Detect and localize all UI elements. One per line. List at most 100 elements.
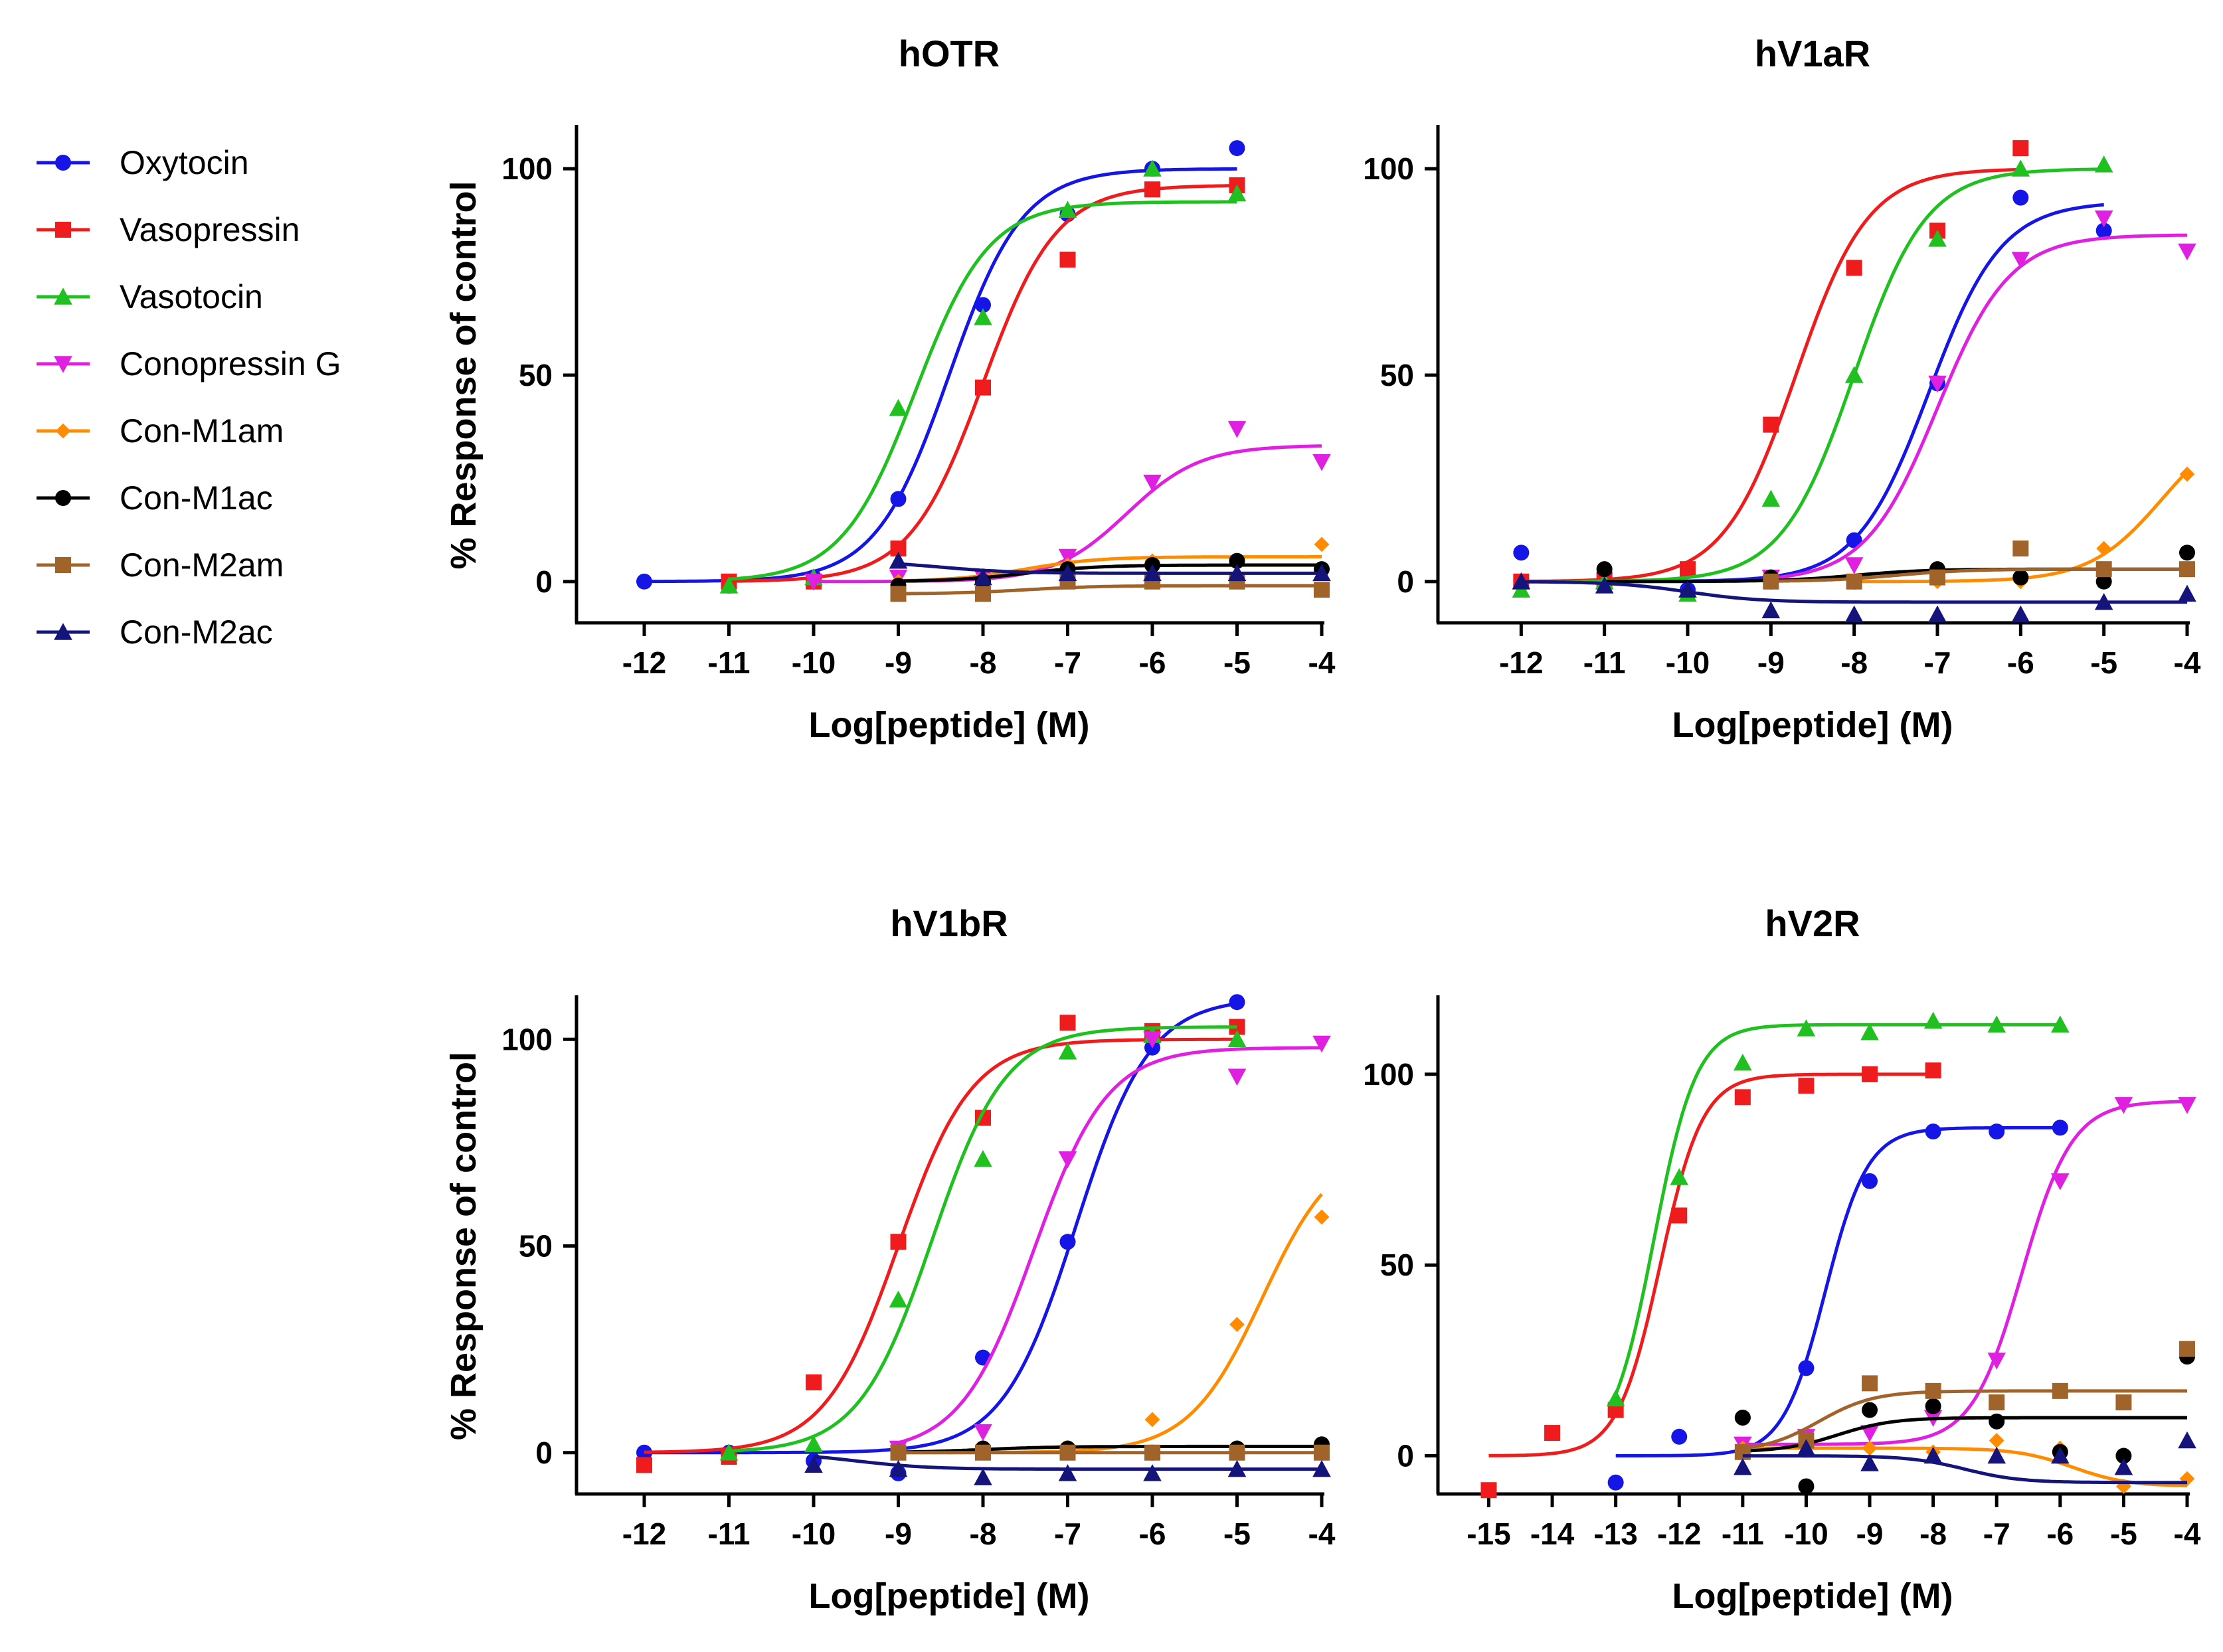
data-point: [1059, 1444, 1076, 1461]
x-tick-label: -11: [708, 645, 751, 680]
data-point: [804, 1435, 823, 1453]
legend-marker: [55, 490, 71, 506]
data-point: [1798, 1478, 1815, 1495]
y-tick-label: 50: [1380, 1248, 1414, 1282]
fit-curve: [1854, 470, 2188, 584]
data-point: [975, 586, 991, 602]
data-point: [2179, 466, 2195, 482]
data-point: [975, 297, 991, 313]
x-tick-label: -8: [970, 645, 997, 680]
data-point: [1229, 1444, 1245, 1461]
fit-curve: [897, 1046, 1322, 1445]
data-point: [1734, 1457, 1752, 1475]
data-point: [2094, 210, 2113, 228]
data-point: [1989, 1433, 2004, 1448]
series-con-m2ac: [1734, 1431, 2196, 1485]
data-point: [974, 308, 992, 325]
data-point: [1671, 1207, 1688, 1224]
x-axis-label: Log[peptide] (M): [809, 705, 1090, 745]
data-point: [2012, 140, 2029, 157]
data-point: [1862, 1066, 1878, 1082]
series-con-m1am: [891, 1193, 1330, 1461]
x-tick-label: -9: [885, 645, 912, 680]
panel-hv1ar: hV1aR 0 50 100 -12 -11 -10 -9 -8 -7 -6 -5 -4 Log[pept…: [1363, 33, 2201, 745]
panel-hv2r: hV2R 0 50 100 -15 -14 -13 -12 -11 -10 -9 -8 -7 -6 -5 -4…: [1363, 902, 2201, 1616]
data-point: [1227, 564, 1247, 582]
data-point: [1678, 580, 1697, 598]
fit-curve: [898, 563, 1322, 583]
data-point: [1734, 1089, 1751, 1106]
data-point: [1058, 564, 1077, 582]
data-point: [889, 1290, 908, 1308]
data-point: [2095, 573, 2112, 590]
data-point: [1925, 1123, 1941, 1140]
series-vasotocin: [1606, 1011, 2070, 1407]
panels: hOTR 0 50 100 -12 -11 -10 -9 -8 -7 -6 -5 -4 Log[pepti…: [444, 33, 2201, 1616]
x-tick-label: -9: [1757, 645, 1785, 680]
legend-marker: [54, 288, 72, 305]
x-tick-label: -10: [792, 645, 836, 680]
series-con-m2ac: [1512, 572, 2196, 623]
chart-title: hOTR: [899, 33, 1000, 74]
x-tick-label: -10: [1784, 1517, 1828, 1551]
fit-curve: [644, 1037, 1237, 1454]
legend-item-con-m2ac: Con-M2ac: [37, 614, 273, 651]
fit-curve: [729, 1025, 1237, 1453]
series-vasopressin: [636, 1015, 1245, 1473]
fit-curve: [1521, 203, 2104, 584]
data-point: [1925, 1398, 1941, 1414]
data-point: [1761, 489, 1781, 507]
x-tick-label: -12: [622, 1517, 666, 1551]
data-point: [1143, 1464, 1162, 1481]
data-point: [890, 586, 907, 602]
x-tick-label: -9: [1856, 1517, 1884, 1551]
data-point: [719, 1443, 739, 1461]
data-point: [1860, 1425, 1879, 1442]
fit-curve: [644, 167, 1237, 584]
data-point: [1987, 1446, 2006, 1464]
chart-title: hV1aR: [1755, 33, 1870, 74]
fit-curve: [1488, 1072, 1933, 1457]
series-con-m2am: [1734, 1341, 2195, 1460]
data-point: [1680, 561, 1696, 578]
data-point: [1862, 1173, 1878, 1189]
data-point: [975, 379, 991, 396]
fit-curve: [898, 562, 1322, 575]
data-point: [1763, 416, 1779, 433]
data-point: [974, 1424, 992, 1442]
x-tick-label: -11: [1722, 1517, 1764, 1551]
data-point: [1734, 1444, 1751, 1460]
data-point: [1763, 573, 1779, 590]
data-point: [1846, 532, 1862, 548]
data-point: [1227, 1030, 1247, 1047]
data-point: [1314, 1444, 1330, 1461]
data-point: [1544, 1425, 1561, 1442]
legend-label: Vasotocin: [120, 278, 263, 315]
y-tick-label: 100: [1363, 151, 1414, 186]
series-vasotocin: [719, 159, 1247, 594]
series-conopressin-g: [889, 1031, 1331, 1458]
data-point: [2096, 540, 2112, 556]
data-point: [2052, 1382, 2068, 1399]
data-point: [1314, 582, 1330, 598]
fit-curve: [1742, 1446, 2188, 1488]
data-point: [889, 551, 908, 569]
legend-marker: [54, 356, 72, 373]
legend-marker: [55, 423, 71, 439]
data-point: [1989, 1413, 2005, 1430]
data-point: [1058, 1464, 1077, 1481]
y-tick-label: 100: [1363, 1057, 1414, 1092]
data-point: [2012, 540, 2029, 557]
data-point: [1844, 557, 1864, 574]
data-point: [890, 1444, 907, 1461]
series-con-m2am: [890, 1444, 1330, 1461]
x-tick-label: -6: [1139, 1517, 1166, 1551]
data-point: [636, 1457, 652, 1473]
data-point: [1058, 201, 1077, 218]
data-point: [974, 1468, 992, 1485]
data-point: [1596, 561, 1613, 578]
y-axis-label: % Response of control: [444, 1052, 484, 1440]
series-con-m2ac: [804, 1455, 1331, 1485]
y-tick-label: 50: [1380, 358, 1414, 392]
